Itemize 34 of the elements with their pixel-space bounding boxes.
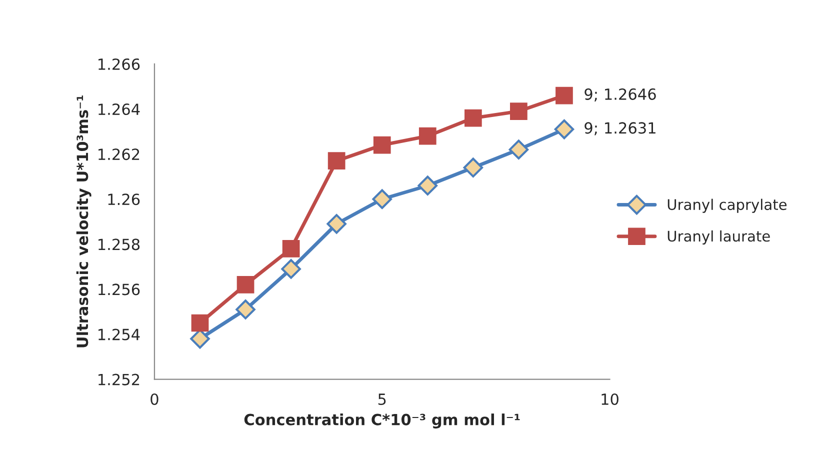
data-label: 9; 1.2646 [584,88,656,102]
point [281,259,301,279]
point [236,300,256,320]
legend-label: Uranyl laurate [668,230,770,245]
point [372,189,392,210]
point [328,152,346,170]
y-tick-label: 1.266 [98,58,140,70]
x-tick-label: 5 [378,394,386,406]
y-tick-label: 1.254 [98,328,140,340]
point [463,158,484,178]
point [508,140,529,160]
legend-label: Uranyl caprylate [668,198,787,213]
y-tick-label: 1.26 [108,194,140,206]
y-tick-label: 1.252 [98,374,140,386]
point [326,214,346,234]
y-tick-label: 1.258 [98,238,140,250]
point [556,86,573,104]
point [191,314,209,332]
point [236,276,254,294]
point [373,136,391,154]
x-tick-label: 0 [150,393,158,406]
point [554,119,574,140]
x-axis-title: Concentration C*10⁻³ gm mol l⁻¹ [244,414,520,428]
x-tick-label: 10 [602,393,618,406]
y-tick-label: 1.256 [98,284,140,296]
y-tick-label: 1.262 [98,148,140,160]
point [510,102,528,120]
point [282,240,300,258]
point [418,127,436,145]
point [464,109,482,127]
data-label: 9; 1.2631 [584,122,656,136]
point [418,176,438,196]
y-tick-label: 1.264 [98,103,140,116]
y-axis-title: Ultrasonic velocity U*10³ms⁻¹ [76,96,92,348]
